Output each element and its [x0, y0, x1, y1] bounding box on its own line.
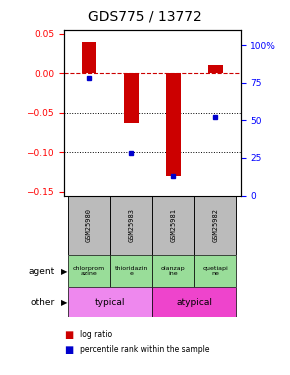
Text: agent: agent — [29, 267, 55, 276]
Text: quetiapi
ne: quetiapi ne — [202, 266, 228, 276]
Bar — [194, 196, 236, 255]
Text: GSM25981: GSM25981 — [170, 208, 176, 242]
Text: thioridazin
e: thioridazin e — [115, 266, 148, 276]
Bar — [166, 74, 181, 176]
Text: olanzap
ine: olanzap ine — [161, 266, 186, 276]
Bar — [68, 196, 110, 255]
Text: ▶: ▶ — [61, 267, 67, 276]
Bar — [68, 287, 152, 317]
Bar — [152, 255, 194, 287]
Bar — [110, 255, 152, 287]
Text: GDS775 / 13772: GDS775 / 13772 — [88, 9, 202, 23]
Bar — [110, 196, 152, 255]
Text: chlorprom
azine: chlorprom azine — [73, 266, 105, 276]
Text: ■: ■ — [64, 330, 73, 340]
Text: percentile rank within the sample: percentile rank within the sample — [80, 345, 209, 354]
Bar — [208, 66, 223, 74]
Bar — [152, 287, 236, 317]
Bar — [82, 42, 97, 74]
Text: atypical: atypical — [176, 298, 212, 307]
Text: ▶: ▶ — [61, 298, 67, 307]
Text: ■: ■ — [64, 345, 73, 355]
Text: GSM25980: GSM25980 — [86, 208, 92, 242]
Text: other: other — [31, 298, 55, 307]
Bar — [194, 255, 236, 287]
Text: GSM25983: GSM25983 — [128, 208, 134, 242]
Text: log ratio: log ratio — [80, 330, 112, 339]
Text: GSM25982: GSM25982 — [213, 208, 218, 242]
Bar — [68, 255, 110, 287]
Text: typical: typical — [95, 298, 125, 307]
Bar — [152, 196, 194, 255]
Bar — [124, 74, 139, 123]
